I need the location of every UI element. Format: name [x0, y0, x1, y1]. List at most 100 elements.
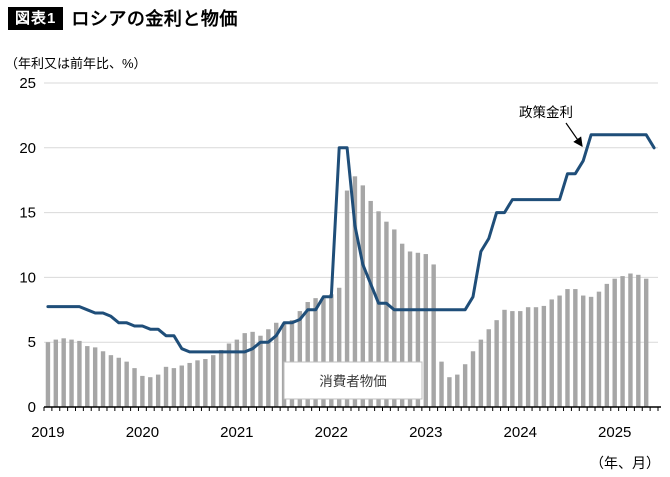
cpi-bar [573, 289, 578, 407]
cpi-bar [321, 298, 326, 407]
policy-rate-line [46, 133, 656, 354]
figure-number-badge: 図表1 [8, 6, 64, 30]
cpi-bar [455, 374, 460, 407]
cpi-bar [203, 359, 208, 407]
cpi-bar [195, 360, 200, 407]
cpi-bar [399, 243, 405, 407]
figure-header: 図表1 ロシアの金利と物価 [8, 6, 238, 30]
cpi-bar [604, 283, 610, 407]
x-axis-unit-label: （年、月） [590, 455, 660, 471]
x-tick-label-2023: 2023 [409, 424, 442, 441]
cpi-bar [140, 375, 145, 407]
cpi-bar [439, 361, 444, 407]
cpi-bar [100, 351, 106, 407]
chart-title: ロシアの金利と物価 [71, 9, 238, 29]
cpi-bar [478, 339, 484, 407]
y-tick-label-0: 0 [28, 399, 36, 416]
y-tick-label-10: 10 [19, 269, 36, 286]
x-tick-label-2020: 2020 [126, 424, 159, 441]
cpi-bar [541, 305, 547, 407]
cpi-bar [116, 357, 121, 407]
cpi-bar [250, 331, 255, 407]
cpi-bar [258, 335, 263, 407]
cpi-bar [510, 311, 515, 407]
cpi-label-box [283, 361, 423, 400]
cpi-bar [423, 254, 428, 407]
y-axis-unit-label: （年利又は前年比、%） [5, 56, 147, 71]
cpi-bar [124, 361, 129, 407]
cpi-bar [171, 368, 177, 407]
cpi-bar [565, 289, 570, 407]
cpi-bar [581, 295, 586, 407]
policy-rate-arrow [565, 122, 583, 147]
cpi-bar [612, 278, 617, 407]
cpi-bar [305, 302, 310, 407]
cpi-bar [462, 364, 468, 407]
cpi-bar [234, 339, 240, 407]
cpi-bar [69, 339, 74, 407]
cpi-bar [226, 343, 232, 407]
cpi-bar [108, 355, 114, 407]
y-tick-label-25: 25 [19, 75, 36, 92]
cpi-series-label: 消費者物価 [319, 374, 387, 389]
cpi-bar [620, 276, 625, 407]
x-tick-label-2022: 2022 [315, 424, 348, 441]
y-tick-label-15: 15 [19, 205, 36, 222]
cpi-bar [163, 366, 169, 407]
cpi-bar [643, 278, 649, 407]
cpi-bar [148, 377, 153, 407]
cpi-bar [45, 342, 51, 407]
cpi-bar [518, 311, 523, 407]
cpi-bar [92, 347, 98, 407]
x-tick-label-2024: 2024 [504, 424, 537, 441]
policy-rate-series-label: 政策金利 [519, 104, 573, 120]
cpi-bar [218, 349, 224, 407]
cpi-bar [352, 176, 358, 407]
cpi-bar [242, 333, 247, 407]
cpi-bar [549, 299, 554, 407]
cpi-bar [77, 340, 82, 407]
cpi-bar [211, 355, 216, 407]
cpi-bar [415, 252, 421, 407]
cpi-bar [344, 190, 350, 407]
cpi-bar [61, 338, 66, 407]
x-tick-label-2019: 2019 [31, 424, 64, 441]
cpi-bar [297, 311, 303, 407]
x-tick-label-2025: 2025 [598, 424, 631, 441]
cpi-bar [557, 295, 562, 407]
cpi-bar [368, 200, 373, 407]
cpi-bar [187, 362, 192, 407]
cpi-bar [274, 322, 279, 407]
cpi-bar [596, 291, 602, 407]
cpi-bar [313, 298, 318, 407]
cpi-bar [525, 307, 531, 407]
cpi-bar [407, 251, 413, 407]
cpi-bar [588, 296, 594, 407]
cpi-bar [628, 273, 633, 407]
cpi-bar [155, 374, 161, 407]
cpi-bar [360, 185, 366, 407]
cpi-bar [132, 368, 137, 407]
y-tick-label-5: 5 [28, 334, 36, 351]
y-tick-label-20: 20 [19, 140, 36, 157]
cpi-bar [179, 365, 184, 407]
cpi-bar [85, 346, 90, 407]
cpi-bar [384, 221, 389, 407]
cpi-bar [53, 339, 59, 407]
cpi-bar [329, 294, 334, 407]
cpi-bar [533, 307, 539, 407]
cpi-bar [636, 274, 641, 407]
cpi-bar [494, 320, 499, 407]
cpi-bar [266, 329, 271, 407]
cpi-bar [392, 229, 397, 407]
cpi-bar [376, 211, 381, 407]
cpi-bar [486, 329, 491, 407]
cpi-bar [336, 287, 342, 407]
x-tick-label-2021: 2021 [220, 424, 253, 441]
cpi-bar [502, 309, 507, 407]
cpi-bar [447, 377, 452, 407]
cpi-bar [470, 351, 476, 407]
cpi-bar [431, 264, 436, 407]
